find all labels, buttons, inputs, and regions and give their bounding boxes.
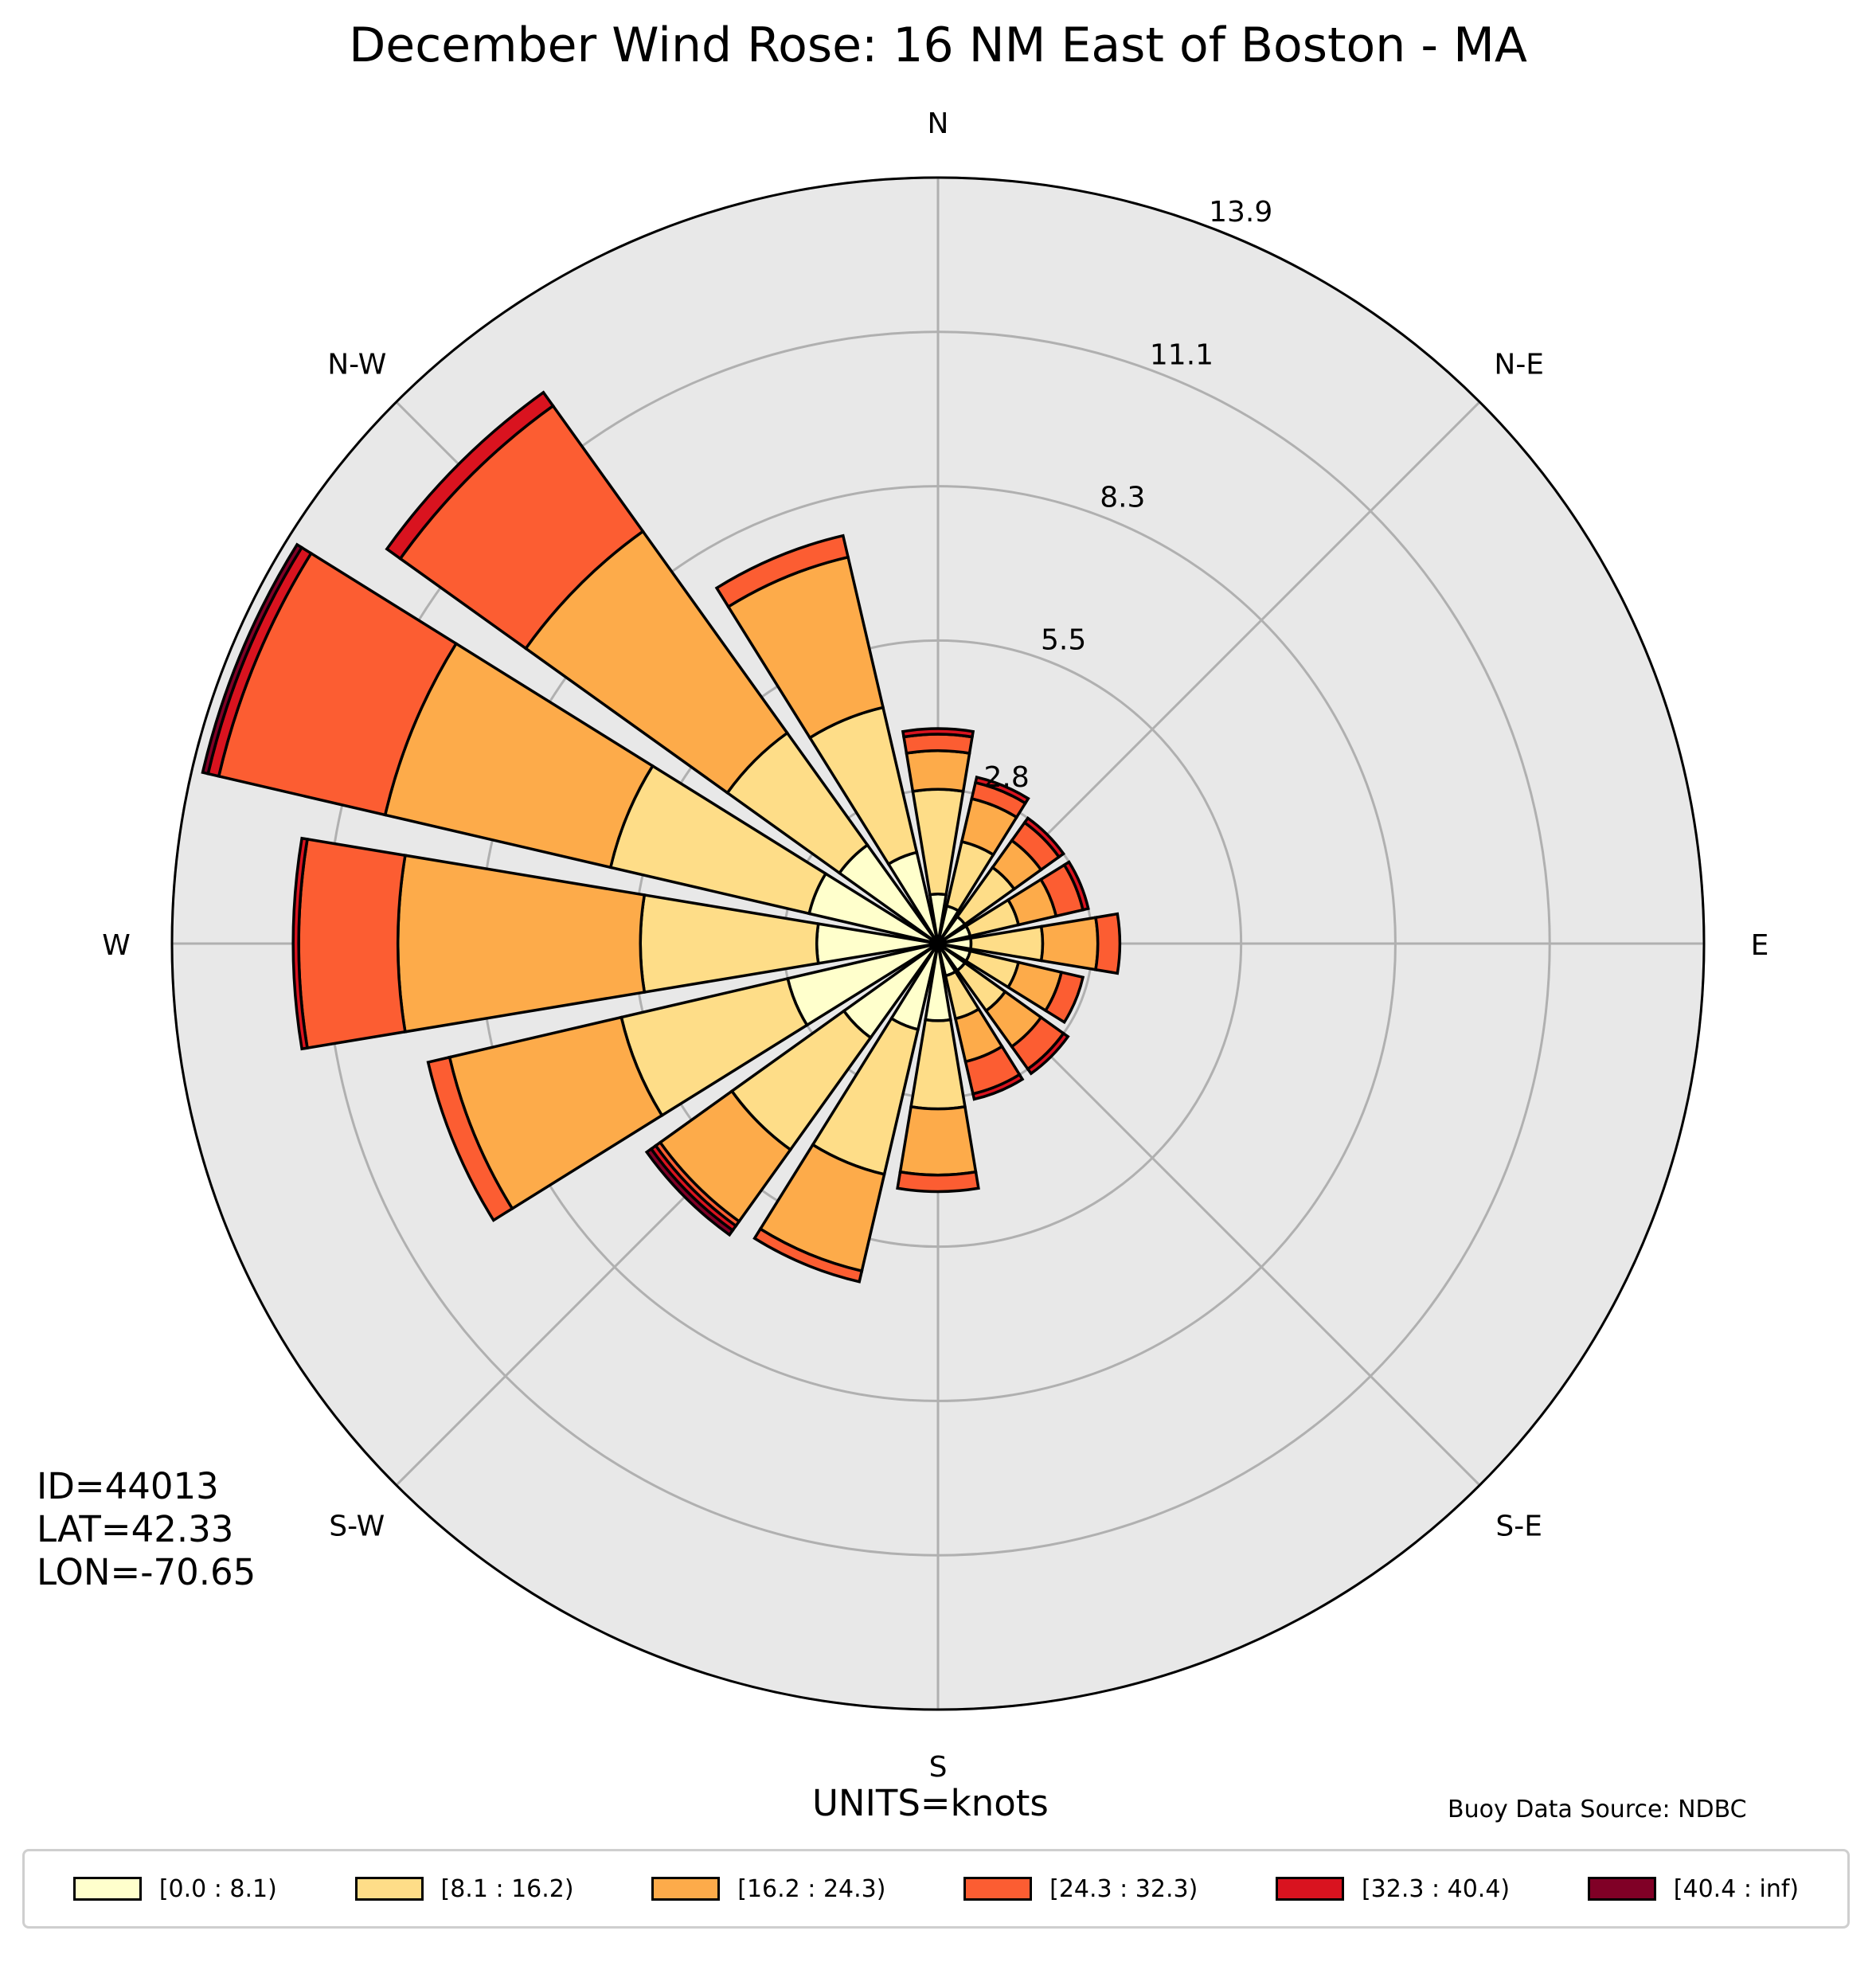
station-lon: LON=-70.65 — [37, 1551, 256, 1593]
wind-bar-segment — [644, 1147, 735, 1237]
wind-bar-segment — [898, 1104, 978, 1177]
compass-label: E — [1751, 929, 1769, 962]
wind-bar-segment — [426, 1055, 514, 1222]
legend-item-bin-5: [32.3 : 40.4) — [1275, 1874, 1511, 1903]
compass-label: N — [928, 107, 949, 140]
legend-swatch — [1587, 1877, 1656, 1901]
wind-bar-segment — [385, 390, 555, 561]
wind-bar-segment — [896, 1170, 980, 1194]
compass-label: S-W — [329, 1511, 385, 1543]
compass-label: N-W — [327, 348, 386, 381]
legend-label: [24.3 : 32.3) — [1049, 1874, 1198, 1903]
radial-tick-label: 13.9 — [1209, 196, 1272, 229]
wind-bar-segment — [1022, 815, 1066, 859]
legend-label: [16.2 : 24.3) — [737, 1874, 886, 1903]
legend-swatch — [72, 1877, 142, 1901]
radial-tick-label: 11.1 — [1150, 338, 1214, 371]
wind-bar-segment — [905, 749, 971, 793]
legend-swatch — [651, 1877, 721, 1901]
legend-label: [8.1 : 16.2) — [440, 1874, 574, 1903]
wind-bar-segment — [1043, 970, 1085, 1025]
wind-bar-segment — [297, 837, 407, 1050]
radial-tick-label: 8.3 — [1100, 481, 1145, 514]
wind-bar-segment — [1039, 916, 1100, 971]
units-label: UNITS=knots — [812, 1782, 1049, 1824]
legend-item-bin-1: [0.0 : 8.1) — [72, 1874, 277, 1903]
legend-item-bin-2: [8.1 : 16.2) — [354, 1874, 574, 1903]
wind-bar-segment — [1026, 1031, 1070, 1076]
legend-label: [0.0 : 8.1) — [158, 1874, 277, 1903]
wind-bar-segment — [291, 836, 309, 1051]
data-source-label: Buoy Data Source: NDBC — [1448, 1796, 1747, 1823]
legend-item-bin-6: [40.4 : inf) — [1587, 1874, 1800, 1903]
compass-label: N-E — [1494, 348, 1544, 381]
legend: [0.0 : 8.1) [8.1 : 16.2) [16.2 : 24.3) [… — [22, 1849, 1850, 1929]
station-lat: LAT=42.33 — [37, 1508, 234, 1550]
station-info: ID=44013 LAT=42.33 LON=-70.65 — [37, 1465, 256, 1594]
legend-swatch — [1275, 1877, 1344, 1901]
compass-label: W — [102, 929, 131, 962]
compass-label: S-E — [1495, 1511, 1542, 1543]
wind-bar-segment — [902, 733, 974, 756]
wind-bar-segment — [973, 775, 1030, 806]
legend-item-bin-4: [24.3 : 32.3) — [963, 1875, 1198, 1903]
legend-swatch — [354, 1877, 424, 1901]
station-id: ID=44013 — [37, 1465, 219, 1507]
wind-bar-segment — [752, 1226, 864, 1284]
legend-item-bin-3: [16.2 : 24.3) — [651, 1875, 885, 1903]
wind-bar-segment — [971, 1073, 1025, 1101]
compass-label: S — [929, 1751, 948, 1784]
wind-bar-segment — [201, 542, 304, 776]
wind-bar-segment — [1062, 860, 1090, 912]
wind-bar-segment — [714, 533, 850, 609]
polar-outline — [170, 176, 1706, 1711]
radial-tick-label: 5.5 — [1041, 623, 1086, 656]
chart-title: December Wind Rose: 16 NM East of Boston… — [349, 18, 1527, 73]
legend-swatch — [963, 1877, 1033, 1901]
legend-label: [40.4 : inf) — [1673, 1874, 1800, 1903]
radial-tick-label: 2.8 — [984, 761, 1030, 794]
wind-bar-segment — [901, 727, 975, 739]
wind-bar-segment — [1093, 912, 1122, 975]
legend-label: [32.3 : 40.4) — [1361, 1874, 1511, 1903]
